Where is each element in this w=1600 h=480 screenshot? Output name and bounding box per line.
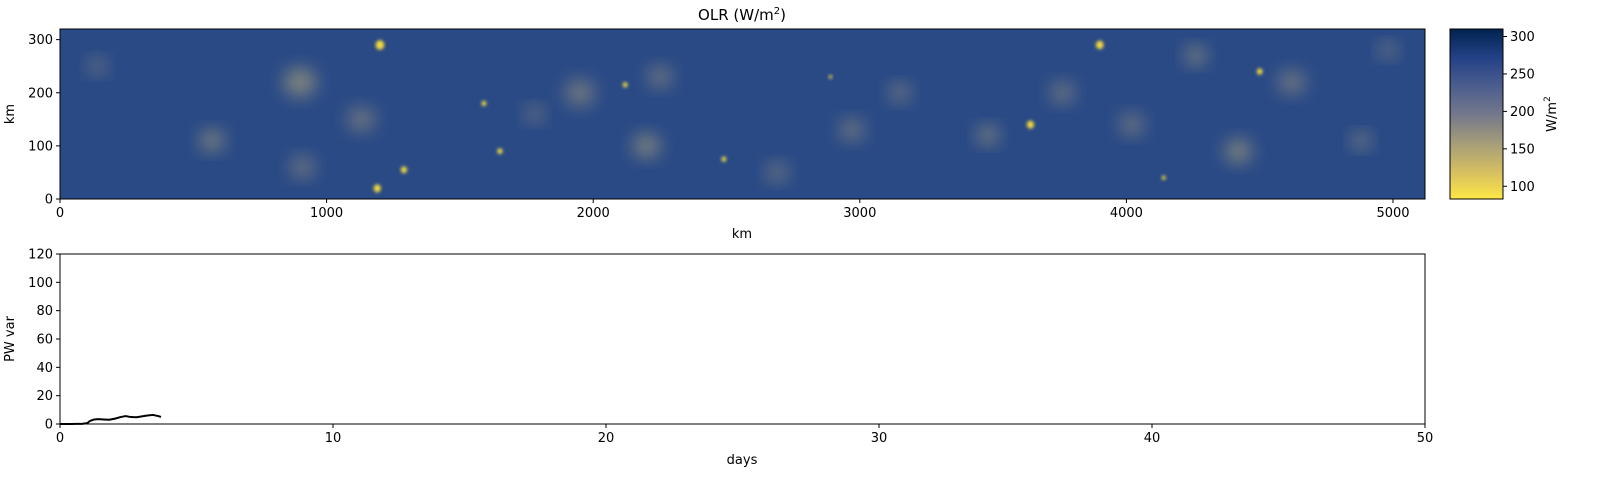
x-tick-label: 20 <box>598 431 615 446</box>
cloud-patch <box>1225 139 1252 163</box>
cloud-patch <box>1050 82 1075 103</box>
cloud-patch <box>1352 132 1370 149</box>
cloud-core <box>1095 40 1104 50</box>
cloud-core <box>373 184 381 193</box>
colorbar: 100 150 200 250 300 W/m2 <box>1449 28 1560 200</box>
x-tick-label: 4000 <box>1110 206 1143 221</box>
y-tick-label: 0 <box>45 193 53 208</box>
heatmap-x-axis: 0 1000 2000 3000 4000 5000 <box>56 199 1410 221</box>
line-y-axis: 0 20 40 60 80 100 120 <box>28 248 60 433</box>
x-tick-label: 50 <box>1417 431 1434 446</box>
x-tick-label: 40 <box>1144 431 1161 446</box>
heatmap-title: OLR (W/m2) <box>698 6 786 24</box>
cloud-core <box>622 82 628 88</box>
cloud-core <box>1026 120 1035 129</box>
y-tick-label: 120 <box>28 248 53 263</box>
cloud-patch <box>283 68 317 97</box>
y-tick-label: 40 <box>36 361 53 376</box>
cloud-patch <box>889 83 911 102</box>
y-tick-label: 60 <box>36 333 53 348</box>
heatmap-background <box>60 29 1425 199</box>
heatmap-frame <box>59 28 1426 200</box>
cloud-core <box>721 156 727 162</box>
y-tick-label: 100 <box>28 139 53 154</box>
colorbar-tick-label: 300 <box>1510 30 1535 45</box>
line-y-label: PW var <box>3 315 18 361</box>
y-tick-label: 200 <box>28 86 53 101</box>
colorbar-tick-label: 200 <box>1510 105 1535 120</box>
cloud-core <box>828 74 833 79</box>
cloud-patch <box>1278 70 1305 94</box>
x-tick-label: 2000 <box>577 206 610 221</box>
cloud-patch <box>290 156 315 178</box>
heatmap-cloud-field <box>88 40 1397 193</box>
x-tick-label: 0 <box>56 206 64 221</box>
cloud-core <box>1161 175 1166 180</box>
cloud-patch <box>840 119 864 141</box>
line-series-group <box>60 413 162 425</box>
cloud-core <box>400 166 408 174</box>
cloud-patch <box>348 107 375 131</box>
x-tick-label: 5000 <box>1376 206 1409 221</box>
colorbar-ticks: 100 150 200 250 300 <box>1503 30 1535 195</box>
heatmap-y-label: km <box>3 104 18 124</box>
x-tick-label: 10 <box>325 431 342 446</box>
line-plot-frame <box>59 253 1426 425</box>
cloud-patch <box>977 126 999 145</box>
series-line <box>60 413 162 425</box>
x-tick-label: 0 <box>56 431 64 446</box>
cloud-core <box>497 148 503 155</box>
cloud-patch <box>565 80 595 106</box>
cloud-patch <box>648 66 672 87</box>
colorbar-tick-label: 150 <box>1510 142 1535 157</box>
cloud-patch <box>766 163 788 182</box>
cloud-patch <box>1185 46 1206 65</box>
cloud-patch <box>633 134 660 158</box>
y-tick-label: 80 <box>36 304 53 319</box>
cloud-patch <box>525 106 544 122</box>
cloud-patch <box>200 130 224 151</box>
olr-heatmap <box>59 28 1426 200</box>
colorbar-tick-label: 250 <box>1510 67 1535 82</box>
colorbar-label: W/m2 <box>1543 96 1560 132</box>
x-tick-label: 3000 <box>843 206 876 221</box>
cloud-patch <box>88 58 107 74</box>
cloud-patch <box>1378 42 1397 58</box>
x-tick-label: 30 <box>871 431 888 446</box>
cloud-core <box>375 40 385 50</box>
line-x-axis: 0 10 20 30 40 50 <box>56 424 1433 446</box>
y-tick-label: 300 <box>28 33 53 48</box>
cloud-core <box>481 100 487 107</box>
y-tick-label: 100 <box>28 276 53 291</box>
y-tick-label: 0 <box>45 418 53 433</box>
x-tick-label: 1000 <box>310 206 343 221</box>
heatmap-x-label: km <box>732 227 752 242</box>
heatmap-y-axis: 0 100 200 300 <box>28 33 60 208</box>
line-x-label: days <box>727 453 758 468</box>
colorbar-tick-label: 100 <box>1510 180 1535 195</box>
cloud-core <box>1256 68 1263 75</box>
y-tick-label: 20 <box>36 389 53 404</box>
cloud-patch <box>1120 114 1144 135</box>
pw-var-line-chart <box>59 253 1426 425</box>
colorbar-gradient <box>1449 28 1504 200</box>
